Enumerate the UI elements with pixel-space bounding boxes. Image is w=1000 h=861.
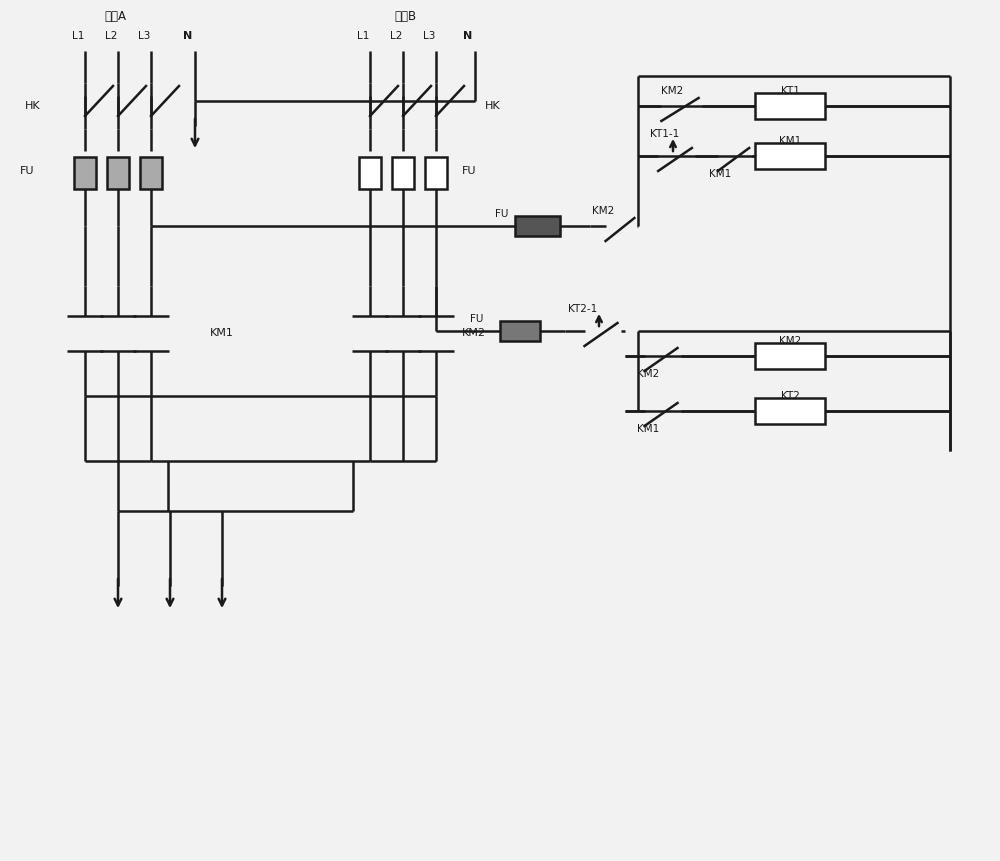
Text: KM1: KM1 — [210, 329, 234, 338]
Text: L3: L3 — [138, 31, 150, 41]
Text: L3: L3 — [423, 31, 435, 41]
Text: L2: L2 — [390, 31, 402, 41]
Text: FU: FU — [470, 314, 483, 324]
Text: KT1-1: KT1-1 — [650, 129, 679, 139]
Text: 电源B: 电源B — [394, 9, 416, 22]
Text: KM2: KM2 — [637, 369, 659, 379]
Text: KM2: KM2 — [779, 336, 801, 346]
Bar — [755, 143, 825, 169]
Text: FU: FU — [495, 209, 508, 219]
Bar — [107, 157, 129, 189]
Text: KM2: KM2 — [462, 329, 486, 338]
Text: HK: HK — [485, 101, 501, 111]
Text: L2: L2 — [105, 31, 117, 41]
Text: KM1: KM1 — [779, 136, 801, 146]
Bar — [515, 216, 560, 236]
Bar — [392, 157, 414, 189]
Text: KT1: KT1 — [781, 86, 799, 96]
Bar — [755, 398, 825, 424]
Text: KM2: KM2 — [661, 86, 683, 96]
Bar — [755, 343, 825, 369]
Text: HK: HK — [25, 101, 41, 111]
Text: N: N — [463, 31, 473, 41]
Text: L1: L1 — [72, 31, 84, 41]
Text: N: N — [183, 31, 193, 41]
Bar — [500, 321, 540, 341]
Text: KM1: KM1 — [709, 169, 731, 179]
Text: FU: FU — [462, 166, 477, 176]
Text: KT2: KT2 — [781, 391, 799, 401]
Bar — [74, 157, 96, 189]
Bar — [359, 157, 381, 189]
Text: KT2-1: KT2-1 — [568, 304, 597, 314]
Bar — [425, 157, 447, 189]
Text: 电源A: 电源A — [104, 9, 126, 22]
Bar — [755, 93, 825, 119]
Bar — [140, 157, 162, 189]
Text: L1: L1 — [357, 31, 369, 41]
Text: FU: FU — [20, 166, 34, 176]
Text: KM1: KM1 — [637, 424, 659, 434]
Text: KM2: KM2 — [592, 206, 614, 216]
